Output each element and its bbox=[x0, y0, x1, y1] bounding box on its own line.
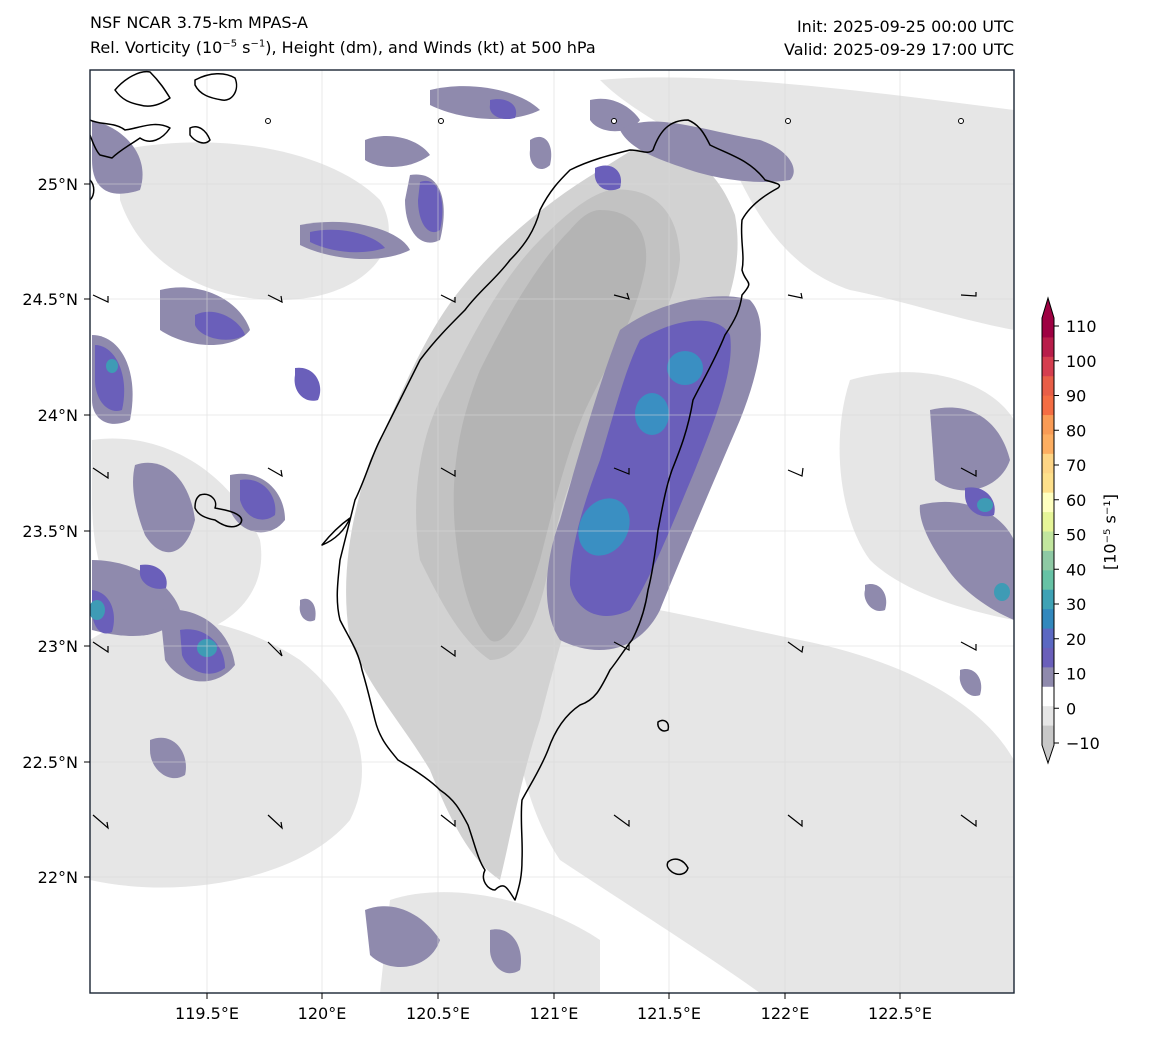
lat-tick-label: 25°N bbox=[38, 175, 78, 194]
lon-tick-label: 120°E bbox=[298, 1004, 347, 1023]
colorbar-extend-min bbox=[1042, 745, 1054, 763]
height-contour-markers bbox=[265, 118, 964, 124]
colorbar-tick-label: 0 bbox=[1066, 699, 1076, 718]
colorbar-segment bbox=[1042, 550, 1054, 571]
colorbar-tick-label: 20 bbox=[1066, 630, 1086, 649]
lanyu-coastline bbox=[666, 858, 689, 876]
lat-tick-label: 23°N bbox=[38, 637, 78, 656]
mainland-coastline-north bbox=[114, 70, 171, 107]
chart-title: NSF NCAR 3.75-km MPAS-A bbox=[90, 13, 308, 32]
lon-tick-label: 122.5°E bbox=[868, 1004, 932, 1023]
lon-tick-label: 121°E bbox=[530, 1004, 579, 1023]
init-time: Init: 2025-09-25 00:00 UTC bbox=[796, 17, 1014, 36]
colorbar-segment bbox=[1042, 609, 1054, 630]
colorbar-label: [10⁻⁵ s⁻¹] bbox=[1100, 494, 1120, 570]
lat-tick-label: 22.5°N bbox=[22, 753, 78, 772]
colorbar-tick-label: 30 bbox=[1066, 595, 1086, 614]
mainland-coastline-3 bbox=[189, 126, 211, 144]
map-plot-area bbox=[90, 70, 1014, 993]
colorbar-segment bbox=[1042, 667, 1054, 688]
colorbar-segment bbox=[1042, 434, 1054, 455]
colorbar-outline bbox=[1041, 296, 1055, 765]
colorbar-segment bbox=[1042, 647, 1054, 668]
vorticity-positive-cores bbox=[92, 99, 995, 674]
island-coastline bbox=[321, 517, 351, 546]
colorbar-extend-max bbox=[1042, 298, 1054, 318]
colorbar-segment bbox=[1042, 473, 1054, 494]
penghu-coastline bbox=[194, 493, 243, 528]
lat-tick-label: 24°N bbox=[38, 406, 78, 425]
colorbar-segment bbox=[1042, 415, 1054, 435]
colorbar-segment bbox=[1042, 337, 1054, 358]
colorbar-tick-label: 110 bbox=[1066, 317, 1097, 336]
colorbar-segment bbox=[1042, 395, 1054, 416]
lat-tick-label: 22°N bbox=[38, 868, 78, 887]
colorbar-segment bbox=[1042, 512, 1054, 532]
lon-tick-label: 120.5°E bbox=[406, 1004, 470, 1023]
colorbar-tick-label: 80 bbox=[1066, 421, 1086, 440]
colorbar-segment bbox=[1042, 453, 1054, 474]
colorbar-tick-label: 90 bbox=[1066, 387, 1086, 406]
colorbar-tick-label: 60 bbox=[1066, 491, 1086, 510]
islet-coastline bbox=[657, 719, 670, 732]
colorbar-tick-label: −10 bbox=[1066, 734, 1100, 753]
lon-tick-label: 119.5°E bbox=[175, 1004, 239, 1023]
colorbar-segment bbox=[1042, 589, 1054, 610]
vorticity-positive-east bbox=[546, 296, 761, 650]
lat-tick-label: 23.5°N bbox=[22, 522, 78, 541]
lon-tick-label: 122°E bbox=[761, 1004, 810, 1023]
colorbar-segment bbox=[1042, 318, 1054, 338]
wind-barbs bbox=[92, 292, 977, 830]
colorbar-segment bbox=[1042, 570, 1054, 591]
vorticity-negative-light bbox=[90, 77, 1014, 993]
valid-time: Valid: 2025-09-29 17:00 UTC bbox=[783, 40, 1014, 59]
lon-axis: 119.5°E 120°E 120.5°E 121°E 121.5°E 122°… bbox=[175, 993, 932, 1023]
mainland-coastline bbox=[90, 119, 171, 159]
lat-axis: 25°N 24.5°N 24°N 23.5°N 23°N 22.5°N 22°N bbox=[22, 175, 90, 887]
mainland-coastline-2 bbox=[194, 73, 238, 101]
colorbar-tick-label: 10 bbox=[1066, 665, 1086, 684]
lat-tick-label: 24.5°N bbox=[22, 290, 78, 309]
colorbar-segment bbox=[1042, 492, 1054, 513]
colorbar-segment bbox=[1042, 531, 1054, 552]
taiwan-coastline bbox=[336, 119, 781, 901]
colorbar-segment bbox=[1042, 376, 1054, 397]
colorbar-segment bbox=[1042, 706, 1054, 727]
colorbar-segment bbox=[1042, 725, 1054, 746]
coastline bbox=[90, 70, 781, 901]
colorbar-tick-label: 50 bbox=[1066, 526, 1086, 545]
colorbar-segment bbox=[1042, 628, 1054, 649]
colorbar-tick-label: 100 bbox=[1066, 352, 1097, 371]
colorbar-tick-label: 70 bbox=[1066, 456, 1086, 475]
chart-subtitle: Rel. Vorticity (10−5 s−1), Height (dm), … bbox=[90, 38, 596, 57]
lon-tick-label: 121.5°E bbox=[637, 1004, 701, 1023]
colorbar-segment bbox=[1042, 356, 1054, 377]
map-gridlines bbox=[90, 70, 1014, 993]
colorbar-tick-label: 40 bbox=[1066, 560, 1086, 579]
colorbar-segment bbox=[1042, 686, 1054, 707]
